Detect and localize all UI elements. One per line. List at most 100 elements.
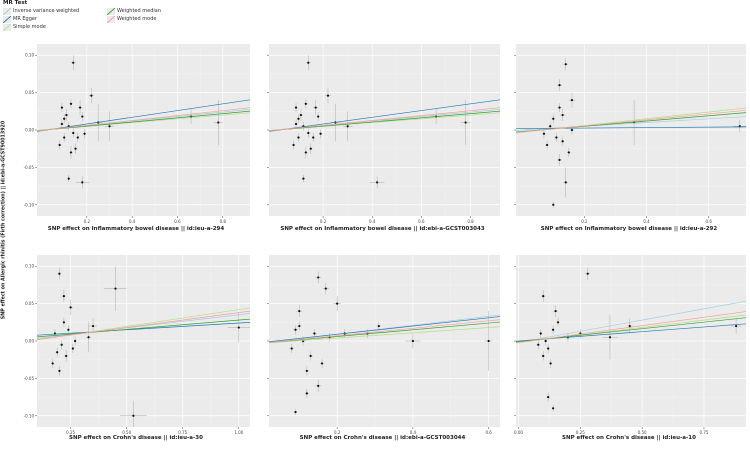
regression-line: [37, 322, 250, 336]
regression-line: [516, 300, 746, 344]
data-point: [294, 328, 297, 331]
data-point: [237, 326, 240, 329]
data-point: [62, 295, 66, 298]
x-tick-label: 0.4: [369, 219, 376, 224]
data-point: [298, 309, 301, 313]
data-point: [556, 321, 560, 324]
chart-svg: -0.10 -0.05 0.00 0.05 0.10 0.25 0.50 0.75 1.00: [24, 255, 250, 435]
data-point: [558, 158, 561, 162]
data-point: [564, 181, 567, 184]
data-point: [58, 143, 61, 147]
y-tick-label: 0.10: [25, 264, 34, 269]
data-point: [65, 113, 68, 117]
x-tick-label: 0.2: [581, 219, 588, 224]
data-point: [570, 128, 574, 132]
data-point: [91, 324, 95, 328]
x-axis-label: SNP effect on Crohn's disease || id:ieu-…: [562, 435, 696, 441]
x-tick-label: 0.4: [129, 219, 136, 224]
x-tick-label: 0.75: [700, 430, 709, 435]
legend-key-weighted-median: [107, 8, 115, 15]
y-tick-label: 0.05: [25, 301, 34, 306]
data-point: [547, 395, 550, 399]
chart-ibd-ieu-a-294: -0.10 -0.05 0.00 0.05 0.10 0.2 0.4 0.6 0.8 SNP e…: [20, 42, 252, 232]
data-point: [564, 63, 567, 66]
data-point: [376, 181, 379, 184]
x-tick-label: 1.00: [234, 430, 243, 435]
data-point: [297, 117, 300, 120]
regression-line: [516, 311, 746, 344]
data-point: [555, 136, 558, 139]
data-point: [547, 347, 550, 350]
x-axis-label: SNP effect on Crohn's disease || id:ieu-…: [69, 435, 203, 441]
y-axis-label-text: SNP effect on Allergic rhinitis (Firth c…: [1, 120, 7, 320]
data-point: [320, 362, 324, 365]
data-point: [551, 407, 555, 410]
data-point: [58, 272, 61, 275]
data-point: [549, 362, 552, 365]
x-tick-label: 0.6: [174, 219, 181, 224]
data-point: [307, 61, 310, 64]
legend-key-ivw: [3, 8, 11, 15]
data-point: [60, 122, 64, 126]
chart-svg: 0.2 0.4 0.6: [514, 44, 746, 224]
data-point: [552, 203, 555, 206]
data-point: [294, 410, 297, 414]
data-point: [309, 147, 312, 150]
data-point: [60, 106, 64, 109]
chart-crohns-ieu-a-10: 0.00 0.25 0.50 0.75 SNP effect on Crohn's d…: [510, 253, 748, 443]
plot-content: [516, 267, 746, 412]
data-point: [76, 136, 79, 139]
x-tick-label: 0.25: [576, 430, 585, 435]
regression-line: [37, 107, 250, 132]
y-tick-label: -0.10: [24, 202, 35, 207]
chart-ibd-ieu-a-292: 0.2 0.4 0.6 SNP effect on Inflammatory bow…: [510, 42, 748, 232]
regression-line: [269, 316, 500, 343]
data-point: [62, 321, 66, 324]
data-point: [552, 117, 555, 120]
x-tick-label: 0.25: [66, 430, 75, 435]
data-point: [58, 369, 61, 373]
data-point: [69, 102, 73, 105]
chart-crohns-ieu-a-30: -0.10 -0.05 0.00 0.05 0.10 0.25 0.50 0.75 1.00 S…: [20, 253, 252, 443]
data-point: [542, 132, 546, 135]
x-tick-label: 0.00: [514, 430, 523, 435]
data-point: [317, 115, 320, 118]
data-point: [63, 136, 66, 139]
regression-line: [269, 326, 500, 344]
data-point: [314, 106, 317, 109]
data-point: [558, 84, 561, 87]
data-point: [72, 131, 75, 135]
data-point: [60, 343, 63, 346]
data-point: [377, 324, 380, 328]
legend-label-weighted-mode: Weighted mode: [117, 16, 157, 22]
data-point: [304, 102, 307, 105]
data-point: [570, 98, 574, 102]
data-point: [735, 324, 738, 328]
data-point: [545, 143, 549, 147]
legend-label-simple-mode: Simple mode: [13, 24, 46, 30]
regression-line: [37, 318, 250, 338]
data-point: [549, 125, 552, 128]
x-tick-label: 0.8: [220, 219, 227, 224]
x-tick-label: 0.6: [485, 430, 492, 435]
plot-content: [37, 266, 250, 427]
data-point: [87, 336, 90, 339]
data-point: [81, 181, 84, 184]
data-point: [132, 414, 135, 417]
data-point: [302, 177, 305, 180]
data-point: [74, 147, 77, 150]
y-tick-label: 0.10: [25, 53, 34, 58]
data-point: [411, 339, 415, 343]
data-point: [294, 106, 298, 109]
data-point: [561, 140, 564, 143]
data-point: [63, 117, 66, 120]
legend-key-simple-mode: [3, 24, 11, 31]
data-point: [90, 94, 93, 97]
regression-line: [269, 319, 500, 343]
data-point: [317, 276, 320, 279]
data-point: [297, 136, 300, 139]
data-point: [542, 354, 545, 358]
x-tick-label: 0.2: [334, 430, 341, 435]
chart-crohns-ebi-a-gcst003044: 0.2 0.4 0.6 SNP effect on Crohn's disease …: [263, 253, 502, 443]
legend-key-egger: [3, 16, 11, 23]
